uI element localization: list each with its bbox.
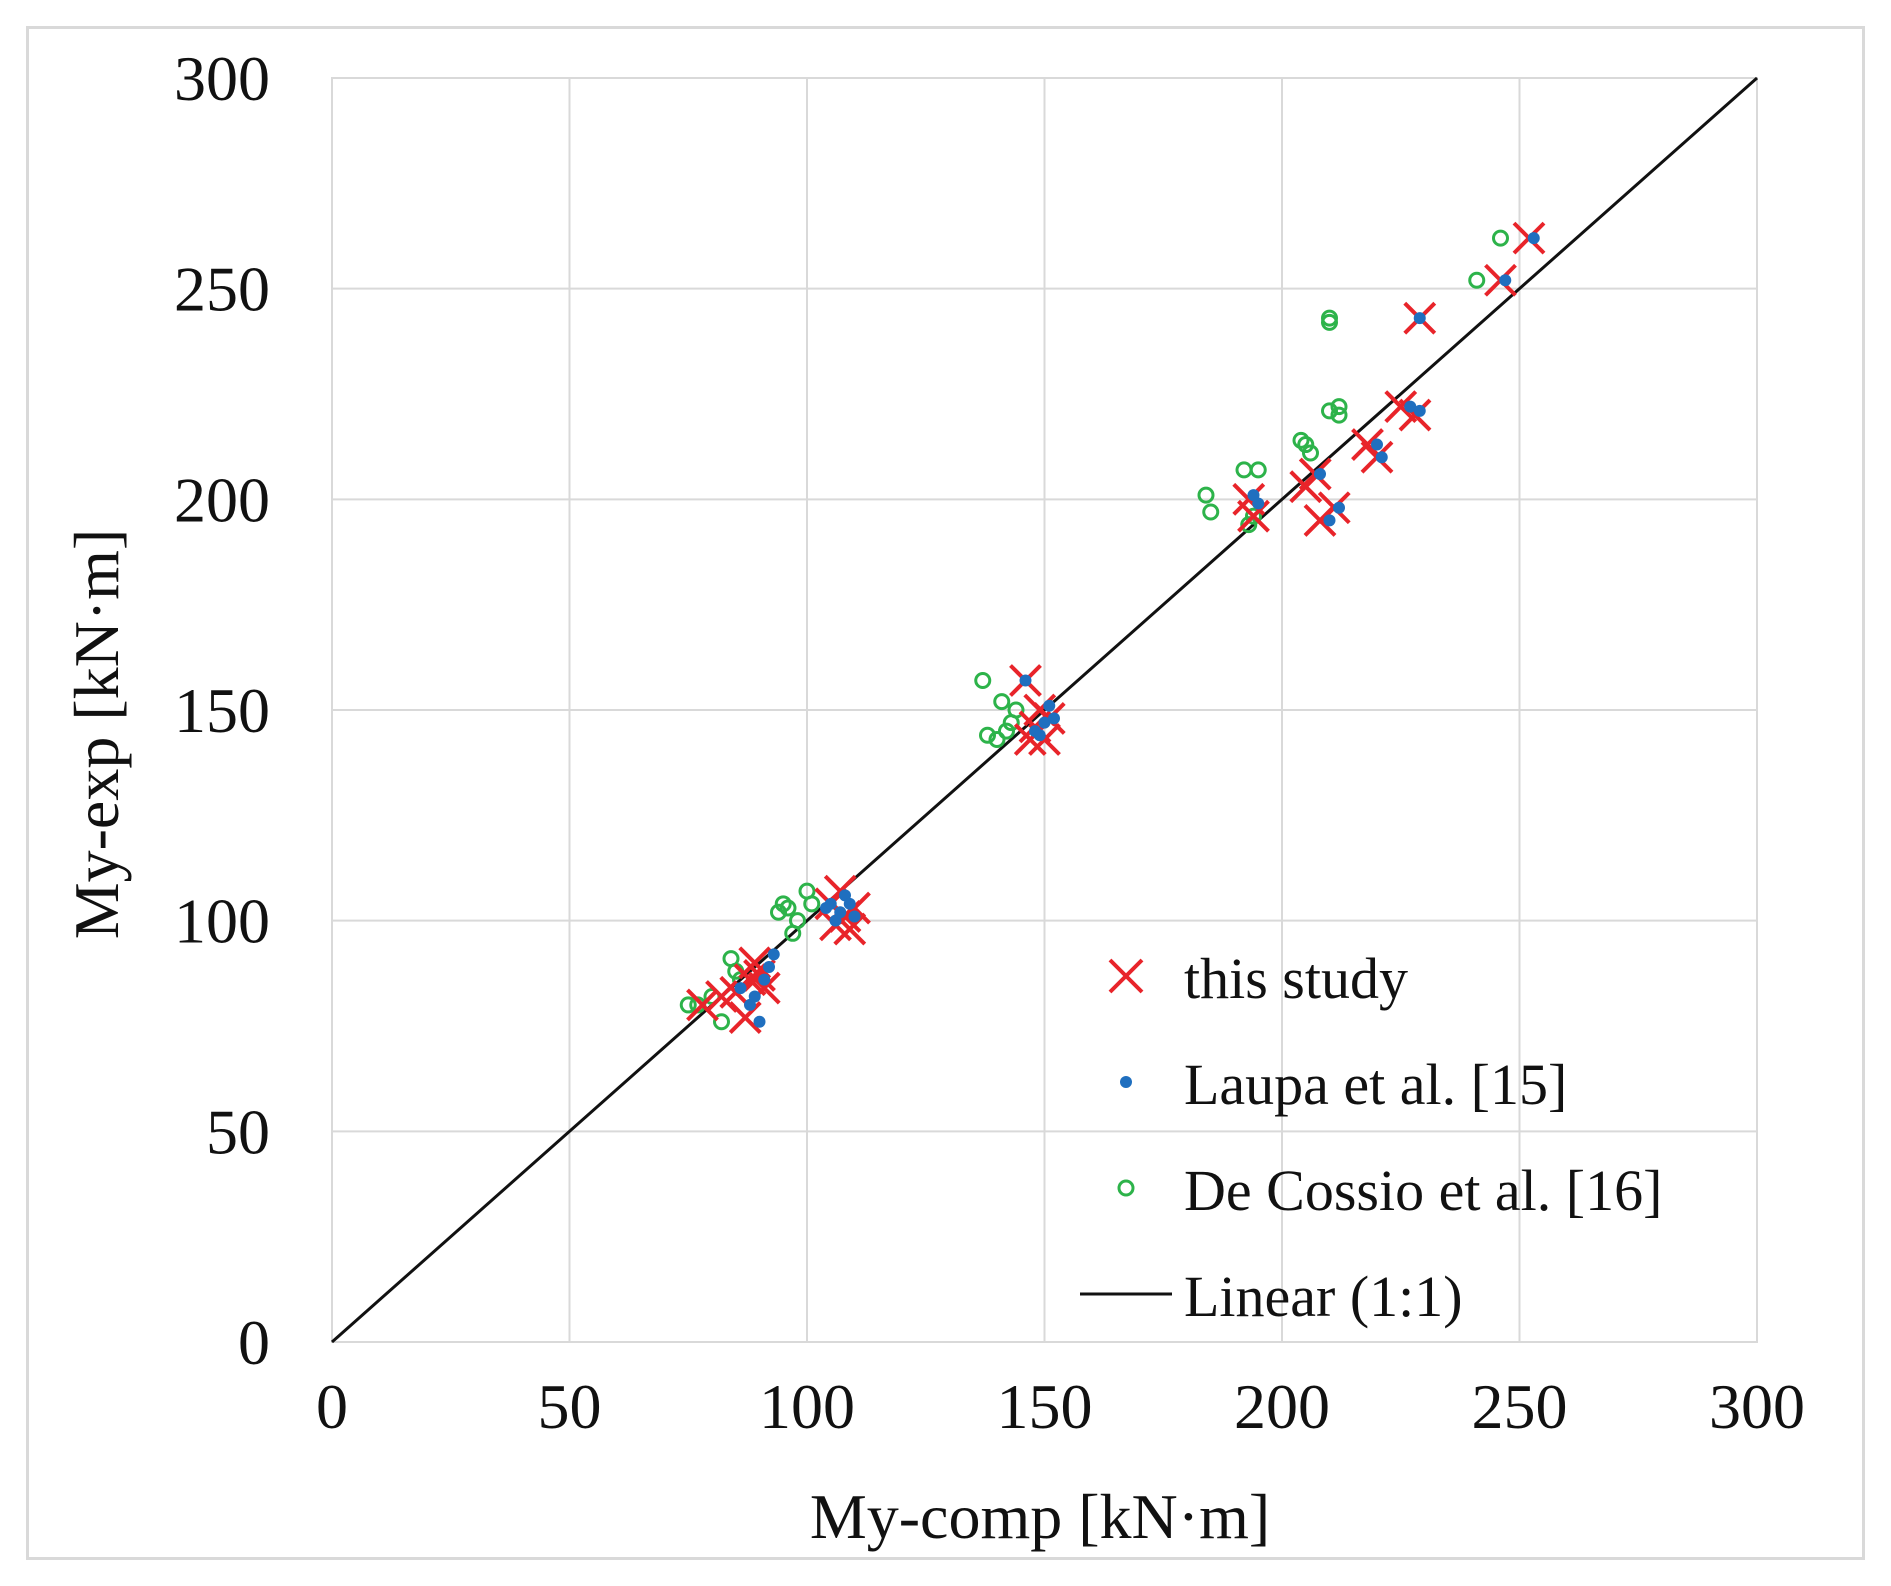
x-marker-stroke (1384, 390, 1418, 424)
axes (331, 77, 1758, 1343)
de-cossio-point (1468, 271, 1486, 289)
laupa-point (1033, 729, 1046, 742)
this-study-point (686, 988, 719, 1022)
y-axis-title: My-exp [kN·m] (61, 529, 132, 940)
de-cossio-point (789, 912, 806, 930)
laupa-point (734, 982, 747, 995)
x-marker-stroke (738, 946, 772, 980)
x-marker-stroke (1232, 482, 1266, 516)
y-tick-label: 50 (206, 1096, 270, 1167)
laupa-point (753, 1015, 766, 1028)
legend-label-laupa: Laupa et al. [15] (1184, 1052, 1567, 1117)
de-cossio-point (1302, 444, 1319, 462)
y-tick-label: 300 (174, 43, 270, 114)
de-cossio-point (1492, 229, 1509, 247)
de-cossio-point (1330, 398, 1348, 416)
de-cossio-point (1321, 309, 1338, 327)
de-cossio-point (779, 899, 797, 917)
laupa-point (1527, 232, 1540, 245)
laupa-point (843, 897, 856, 910)
x-tick-label: 150 (997, 1371, 1093, 1442)
de-cossio-point (713, 1013, 730, 1031)
x-marker-stroke (838, 891, 871, 925)
de-cossio-point (774, 895, 792, 913)
laupa-point (834, 906, 847, 919)
y-tick-label: 0 (238, 1307, 270, 1378)
x-marker-stroke (1398, 398, 1432, 432)
laupa-point (1043, 699, 1056, 712)
de-cossio-point (1321, 402, 1338, 420)
laupa-point (1404, 400, 1417, 413)
de-cossio-point (770, 903, 787, 921)
de-cossio-point (1330, 406, 1348, 424)
laupa-point (1413, 312, 1426, 325)
laupa-point (1375, 451, 1388, 464)
laupa-point (1323, 514, 1336, 527)
de-cossio-point (1297, 436, 1315, 454)
de-cossio-point (988, 730, 1006, 748)
de-cossio-point (1007, 701, 1025, 719)
x-tick-label: 0 (316, 1371, 348, 1442)
laupa-point (1371, 438, 1383, 451)
x-axis-title: My-comp [kN·m] (810, 1481, 1270, 1552)
x-marker-stroke (1108, 958, 1144, 994)
legend-x-marker (1108, 958, 1144, 994)
y-tick-label: 150 (174, 675, 270, 746)
laupa-point (824, 897, 837, 910)
laupa-point (1413, 404, 1426, 417)
laupa-point (748, 990, 761, 1003)
data-points (679, 221, 1546, 1034)
y-tick-label: 100 (174, 886, 270, 957)
legend-dot-marker (1120, 1076, 1132, 1088)
de-cossio-point (1249, 461, 1267, 479)
linear-series (331, 76, 1758, 1344)
laupa-point (1048, 712, 1060, 725)
x-tick-label: 100 (759, 1371, 855, 1442)
laupa-point (1019, 674, 1032, 687)
de-cossio-point (1240, 516, 1258, 534)
tick-labels: 0 50 100 150 200 250 300 0 50 100 150 200 250 300 (174, 43, 1805, 1442)
laupa-point (1314, 468, 1326, 481)
x-tick-label: 300 (1709, 1371, 1805, 1442)
laupa-point (1038, 716, 1051, 729)
laupa-point (758, 973, 771, 986)
de-cossio-point (974, 672, 992, 690)
de-cossio-point (998, 722, 1015, 740)
laupa-point (848, 910, 861, 923)
legend: this study Laupa et al. [15] De Cossio e… (1080, 946, 1662, 1329)
de-cossio-point (1197, 486, 1215, 504)
legend-label-linear: Linear (1:1) (1184, 1264, 1463, 1329)
x-marker-stroke (1028, 723, 1061, 756)
de-cossio-point (803, 895, 821, 913)
y-tick-label: 200 (174, 464, 270, 535)
laupa-point (767, 948, 780, 961)
x-tick-label: 50 (538, 1371, 602, 1442)
legend-marker-laupa (1120, 1076, 1132, 1088)
de-cossio-point (1235, 461, 1253, 479)
plot-area-border (331, 77, 1758, 1343)
de-cossio-point (993, 693, 1011, 711)
legend-label-de-cossio: De Cossio et al. [16] (1184, 1158, 1662, 1223)
de-cossio-point (1202, 503, 1220, 521)
legend-marker-this-study (1108, 958, 1144, 994)
legend-marker-de-cossio (1117, 1179, 1135, 1197)
laupa-point (1333, 501, 1345, 514)
x-tick-label: 200 (1234, 1371, 1330, 1442)
x-marker-stroke (1351, 428, 1384, 461)
de-cossio-point (979, 726, 996, 744)
linear-1-1-line (331, 76, 1758, 1344)
laupa-point (763, 961, 775, 974)
laupa-point (1499, 274, 1512, 287)
de-cossio-point (1292, 431, 1310, 449)
de-cossio-point (679, 996, 697, 1014)
legend-label-this-study: this study (1184, 946, 1408, 1011)
x-tick-label: 250 (1472, 1371, 1568, 1442)
x-marker-stroke (686, 988, 719, 1022)
laupa-point (1252, 497, 1265, 510)
legend-circle-marker (1117, 1179, 1135, 1197)
y-tick-label: 250 (174, 254, 270, 325)
de-cossio-point (1245, 507, 1262, 525)
